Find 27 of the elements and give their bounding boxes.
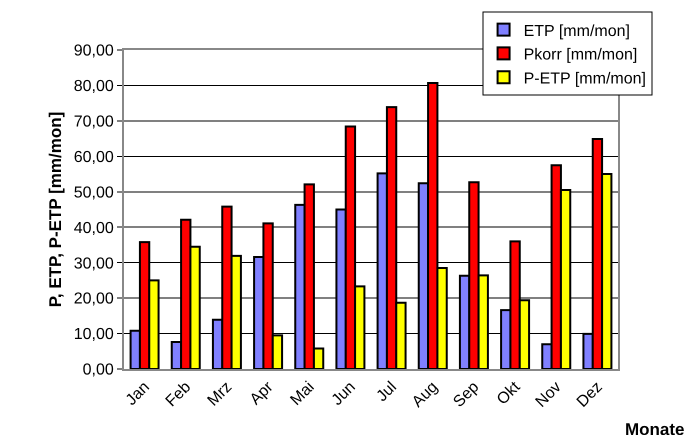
y-tick-label: 70,00	[74, 113, 114, 130]
x-tick-label: Sep	[450, 378, 482, 411]
y-tick-label: 50,00	[74, 184, 114, 202]
x-tick-label: Mai	[287, 378, 318, 409]
y-tick-label: 10,00	[74, 326, 114, 344]
x-tick-label: Jun	[328, 378, 359, 409]
y-tick-label: 80,00	[74, 78, 114, 96]
legend-label: ETP [mm/mon]	[524, 22, 630, 40]
legend-label: Pkorr [mm/mon]	[524, 46, 638, 64]
x-tick-label: Mrz	[204, 378, 236, 410]
x-axis-title: Monate	[625, 420, 684, 435]
x-tick-label: Jan	[122, 378, 154, 409]
x-tick-label: Jul	[374, 378, 400, 406]
x-tick-label: Aug	[409, 378, 442, 411]
x-tick-label: Okt	[494, 378, 524, 408]
y-tick-label: 40,00	[74, 220, 114, 237]
x-tick-label: Apr	[246, 378, 278, 408]
y-tick-label: 90,00	[74, 42, 114, 60]
x-tick-label: Dez	[574, 378, 606, 411]
y-tick-label: 20,00	[74, 290, 114, 308]
x-tick-label: Nov	[532, 378, 565, 411]
y-tick-label: 60,00	[74, 148, 114, 166]
y-tick-label: 30,00	[74, 255, 114, 272]
legend-label: P-ETP [mm/mon]	[524, 70, 646, 88]
y-axis-title: P, ETP, P-ETP [mm/mon]	[46, 112, 65, 308]
y-tick-label: 0,00	[82, 362, 114, 379]
x-tick-label: Feb	[162, 378, 194, 410]
